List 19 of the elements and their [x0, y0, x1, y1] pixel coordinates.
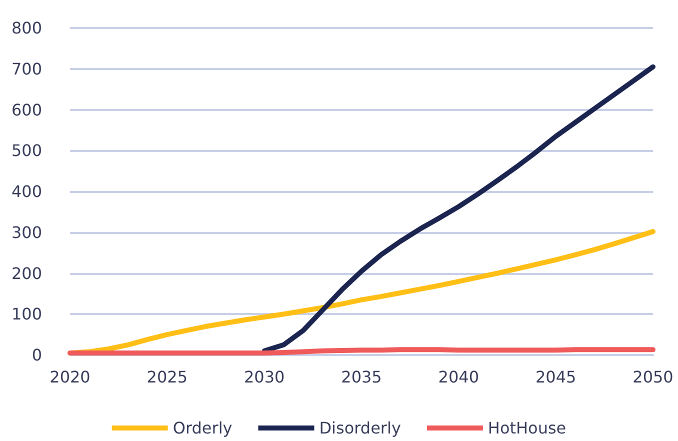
y-tick-label: 800: [11, 18, 42, 38]
x-tick-label: 2050: [632, 368, 674, 386]
legend-label: Orderly: [172, 418, 232, 438]
y-tick-label: 200: [11, 264, 42, 283]
y-tick-label: 400: [11, 182, 42, 201]
y-tick-label: 500: [11, 141, 42, 160]
x-tick-label: 2025: [146, 368, 188, 386]
legend-label: HotHouse: [488, 418, 566, 438]
y-tick-label: 100: [11, 304, 42, 324]
y-tick-label: 600: [11, 100, 42, 120]
x-tick-label: 2030: [244, 368, 285, 386]
y-tick-label: 0: [32, 346, 42, 364]
x-tick-label: 2045: [535, 368, 576, 386]
x-tick-label: 2020: [50, 368, 90, 386]
x-tick-label: 2040: [438, 368, 480, 386]
y-tick-label: 700: [11, 59, 42, 78]
legend-label: Disorderly: [319, 418, 401, 438]
x-tick-label: 2035: [341, 368, 382, 386]
y-tick-label: 300: [11, 222, 42, 242]
